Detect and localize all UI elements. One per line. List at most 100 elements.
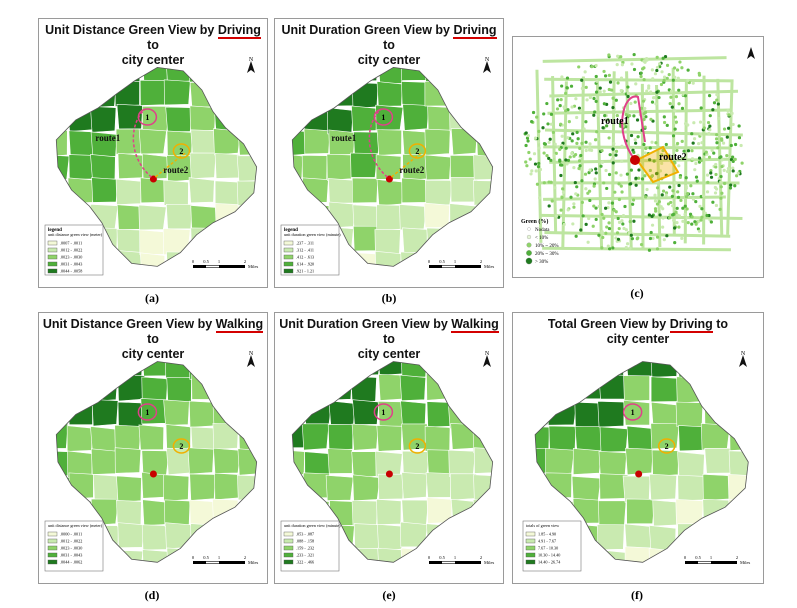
svg-text:Miles: Miles (484, 264, 494, 269)
city-center-marker (149, 175, 157, 183)
svg-text:2: 2 (736, 555, 738, 560)
district-a-2-2 (90, 105, 117, 133)
north-arrow-icon: N (483, 57, 491, 73)
marker-2-ring (172, 438, 191, 454)
district-f-7-5 (702, 473, 733, 501)
marker-2-ring (408, 438, 427, 454)
district-b-3-4 (350, 152, 378, 178)
district-e-4-3 (376, 425, 403, 452)
map-d: 1 2 N 0 0.5 1 2 Miles unit distance green view (… (43, 351, 263, 573)
route-1-label: route1 (601, 116, 629, 127)
svg-text:< 10%: < 10% (535, 236, 548, 241)
district-f-3-7 (596, 524, 625, 551)
district-d-6-2 (188, 400, 216, 428)
district-b-3-1 (352, 82, 379, 109)
marker-1-label: 1 (631, 408, 635, 417)
district-f-8-1 (728, 377, 749, 403)
marker-1-label: 1 (381, 113, 385, 122)
district-b-2-4 (326, 153, 354, 181)
district-e-5-6 (401, 499, 429, 526)
svg-text:.159 - .232: .159 - .232 (296, 546, 314, 551)
district-f-0-1 (535, 375, 549, 403)
svg-text:.0023 - .0030: .0023 - .0030 (60, 255, 82, 260)
district-a-8-6 (238, 205, 257, 231)
district-f-7-0 (703, 361, 732, 377)
district-d-2-2 (91, 399, 119, 427)
district-f-7-2 (704, 398, 732, 426)
district-f-7-7 (704, 521, 735, 549)
district-d-6-8 (187, 547, 215, 563)
district-a-5-2 (165, 106, 193, 133)
svg-text:0: 0 (428, 259, 431, 264)
district-d-3-1 (117, 374, 146, 402)
svg-text:0.5: 0.5 (439, 259, 445, 264)
svg-text:Nodata: Nodata (535, 228, 550, 233)
svg-text:1: 1 (710, 555, 712, 560)
district-e-7-6 (450, 498, 476, 525)
district-e-2-4 (327, 448, 353, 474)
district-b-2-5 (328, 178, 356, 204)
svg-text:2: 2 (244, 555, 246, 560)
district-f-1-2 (547, 399, 578, 426)
svg-text:.921 - 1.21: .921 - 1.21 (296, 269, 314, 274)
svg-text:.0012 - .0022: .0012 - .0022 (60, 539, 82, 544)
district-a-7-7 (212, 226, 240, 254)
city-boundary (291, 361, 494, 563)
district-f-0-4 (535, 447, 550, 475)
svg-text:7.67 - 10.30: 7.67 - 10.30 (538, 546, 558, 551)
district-a-0-5 (56, 180, 69, 208)
panel-e-title: Unit Duration Green View by Walking to c… (279, 317, 499, 361)
district-e-8-7 (474, 522, 493, 550)
district-d-4-7 (141, 524, 170, 551)
district-e-1-1 (301, 377, 328, 404)
city-boundary (55, 66, 258, 267)
district-f-4-6 (626, 498, 656, 525)
district-e-0-6 (292, 497, 306, 524)
marker-1-label: 1 (145, 113, 149, 122)
district-a-4-3 (138, 128, 167, 155)
district-d-4-8 (142, 549, 170, 563)
district-a-6-3 (190, 129, 217, 157)
district-a-4-6 (138, 204, 167, 231)
svg-text:.0031 - .0043: .0031 - .0043 (60, 553, 82, 558)
district-d-1-1 (67, 375, 95, 403)
svg-text:.237 - .311: .237 - .311 (296, 241, 314, 246)
city-center-marker (385, 175, 393, 183)
district-e-1-3 (301, 423, 330, 451)
district-d-3-5 (116, 475, 142, 503)
marker-2-label: 2 (179, 147, 183, 156)
district-d-2-3 (90, 426, 118, 452)
svg-text:unit duration green view (minu: unit duration green view (minute) (284, 523, 341, 528)
district-f-8-4 (728, 450, 749, 476)
district-b-6-4 (424, 154, 452, 181)
district-a-3-4 (117, 152, 144, 179)
district-a-0-4 (56, 154, 70, 182)
district-d-8-6 (240, 499, 257, 527)
district-e-7-3 (450, 423, 476, 450)
district-b-6-5 (425, 179, 453, 207)
district-b-1-2 (303, 107, 329, 133)
district-e-0-5 (292, 475, 303, 502)
route-2-label: route2 (399, 165, 424, 175)
svg-text:1: 1 (454, 555, 456, 560)
caption-e: (e) (382, 588, 396, 602)
svg-text:0: 0 (192, 555, 195, 560)
district-a-3-5 (115, 178, 143, 205)
district-f-5-1 (650, 376, 680, 403)
district-a-0-3 (56, 130, 68, 158)
city-center-marker (630, 155, 640, 165)
marker-2-label: 2 (415, 442, 419, 451)
district-f-8-7 (729, 522, 749, 549)
district-a-0-1 (56, 82, 69, 110)
district-a-6-5 (188, 177, 215, 204)
district-f-2-0 (573, 361, 601, 378)
svg-text:.233 - .321: .233 - .321 (296, 553, 314, 558)
svg-text:legend: legend (48, 228, 62, 233)
district-b-5-1 (401, 81, 429, 107)
district-e-3-3 (351, 423, 379, 451)
district-b-1-3 (303, 128, 331, 155)
district-e-2-0 (329, 361, 356, 377)
